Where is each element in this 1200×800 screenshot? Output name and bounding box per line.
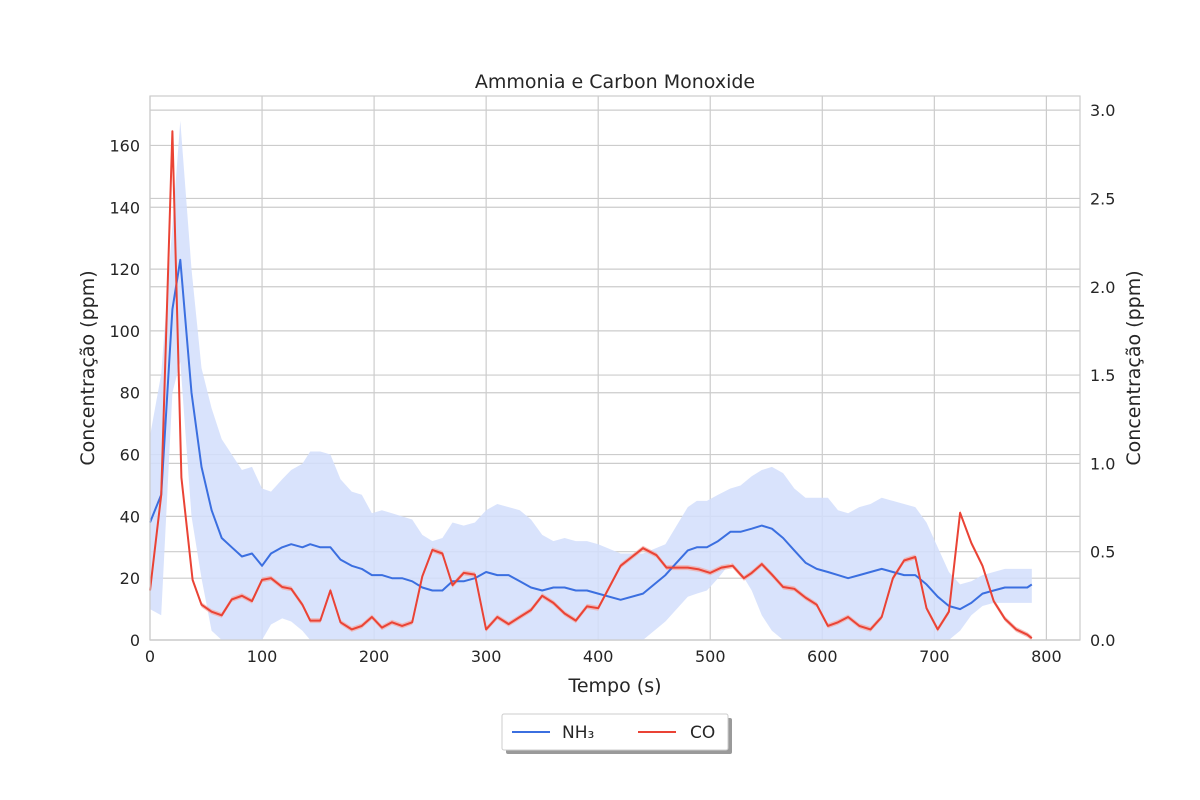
left-y-tick-label: 40 [120,507,140,526]
left-y-tick-label: 0 [130,631,140,650]
left-y-tick-label: 160 [109,136,140,155]
x-tick-label: 800 [1031,647,1062,666]
confidence-bands [150,120,1032,641]
x-tick-label: 600 [807,647,838,666]
x-tick-label: 500 [695,647,726,666]
left-y-tick-label: 80 [120,384,140,403]
series-lines [149,130,1033,639]
right-y-tick-label: 1.0 [1090,454,1115,473]
x-tick-label: 300 [471,647,502,666]
legend: NH₃ CO [501,713,732,754]
legend-co-label: CO [690,723,715,743]
right-y-tick-label: 2.5 [1090,189,1115,208]
nh3-confidence-band [150,120,1032,640]
right-y-axis-ticks: 0.0 0.5 1.0 1.5 2.0 2.5 3.0 [1090,101,1115,650]
chart-title: Ammonia e Carbon Monoxide [475,71,755,93]
plot-frame [149,95,1081,641]
left-y-tick-label: 20 [120,569,140,588]
right-y-tick-label: 1.5 [1090,366,1115,385]
right-y-tick-label: 0.5 [1090,543,1115,562]
x-tick-label: 0 [145,647,155,666]
right-y-tick-label: 2.0 [1090,278,1115,297]
left-y-tick-label: 140 [109,198,140,217]
left-y-tick-label: 120 [109,260,140,279]
legend-nh3-label: NH₃ [562,723,594,743]
right-y-tick-label: 3.0 [1090,101,1115,120]
left-y-tick-label: 100 [109,322,140,341]
x-tick-label: 400 [583,647,614,666]
right-y-tick-label: 0.0 [1090,631,1115,650]
left-y-tick-label: 60 [120,446,140,465]
nh3-series-line [149,258,1033,611]
left-y-axis-ticks: 0 20 40 60 80 100 120 140 160 [109,136,140,650]
right-y-axis-label: Concentração (ppm) [1123,270,1145,465]
left-y-axis-label: Concentração (ppm) [77,270,99,465]
x-tick-label: 100 [247,647,278,666]
x-axis-label: Tempo (s) [567,675,661,697]
legend-box [501,713,729,751]
x-tick-label: 200 [359,647,390,666]
x-axis-ticks: 0 100 200 300 400 500 600 700 800 [145,647,1062,666]
x-tick-label: 700 [919,647,950,666]
co-series-line [149,130,1033,639]
